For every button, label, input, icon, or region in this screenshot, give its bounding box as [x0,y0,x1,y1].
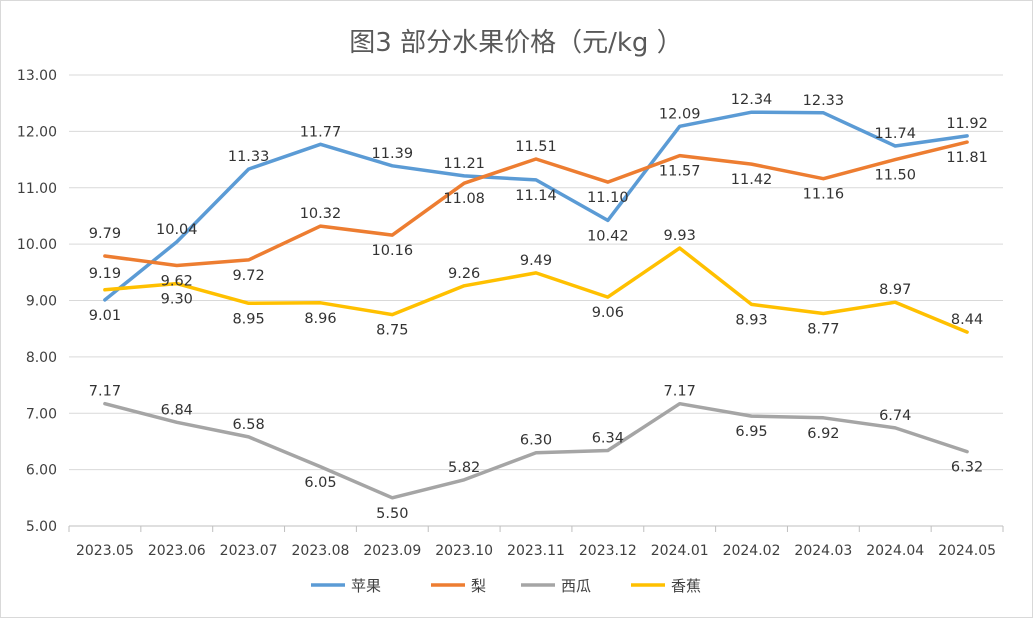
series-line [103,140,969,268]
data-label: 11.08 [443,191,485,207]
x-tick-label: 2023.09 [363,543,421,559]
data-label: 9.01 [89,308,121,324]
gridlines [69,74,1003,471]
data-label: 6.92 [807,426,839,442]
data-label: 10.04 [156,222,198,238]
x-tick-label: 2024.01 [651,543,709,559]
data-labels: 9.01 10.04 11.33 11.77 11.39 11.21 11.14 10.42 1… [89,92,988,522]
y-tick-label: 7.00 [26,406,57,422]
data-label: 11.10 [587,190,629,206]
data-label: 6.74 [879,408,911,424]
data-label: 6.32 [951,460,983,476]
data-label: 11.50 [874,168,916,184]
x-tick-label: 2023.11 [507,543,565,559]
x-tick-label: 2024.03 [794,543,852,559]
data-label: 9.19 [89,266,121,282]
legend-item: 香蕉 [631,577,701,595]
data-label: 9.62 [161,274,193,290]
series-lines [103,110,969,500]
data-label: 11.42 [731,172,773,188]
data-label: 11.74 [874,126,916,142]
data-label: 11.21 [443,156,485,172]
data-label: 8.75 [376,323,408,339]
data-label: 11.33 [228,149,270,165]
data-label: 9.26 [448,266,480,282]
y-tick-label: 10.00 [17,237,57,253]
legend: 苹果 梨 西瓜 香蕉 [311,577,701,595]
x-tick-label: 2024.02 [723,543,781,559]
data-label: 6.95 [735,424,767,440]
data-label: 5.50 [376,506,408,522]
legend-item: 苹果 [311,577,381,595]
data-label: 11.14 [515,188,557,204]
y-tick-label: 12.00 [17,124,57,140]
legend-label: 西瓜 [561,577,591,595]
data-label: 8.44 [951,312,983,328]
data-label: 9.30 [161,292,193,308]
y-tick-label: 6.00 [26,463,57,479]
y-axis: 5.00 6.00 7.00 8.00 9.00 10.00 11.00 12.00 13.00 [17,68,57,535]
data-label: 6.58 [232,417,264,433]
legend-item: 梨 [431,577,486,595]
y-tick-label: 9.00 [26,294,57,310]
data-label: 9.06 [592,305,624,321]
series-line [103,246,969,334]
series-line [103,401,969,500]
data-label: 8.96 [304,311,336,327]
y-tick-label: 13.00 [17,68,57,84]
data-label: 7.17 [89,384,121,400]
data-label: 8.93 [735,312,767,328]
data-label: 7.17 [664,384,696,400]
data-label: 8.97 [879,282,911,298]
data-label: 11.81 [946,150,988,166]
legend-item: 西瓜 [521,577,591,595]
y-tick-label: 8.00 [26,350,57,366]
data-label: 9.79 [89,226,121,242]
data-label: 9.93 [664,228,696,244]
legend-label: 香蕉 [671,577,701,595]
y-tick-label: 5.00 [26,519,57,535]
x-tick-label: 2023.07 [220,543,278,559]
data-label: 6.05 [304,475,336,491]
legend-label: 苹果 [351,577,381,595]
y-tick-label: 11.00 [17,181,57,197]
data-label: 6.30 [520,433,552,449]
x-tick-label: 2024.05 [938,543,996,559]
legend-label: 梨 [471,577,486,595]
data-label: 8.95 [232,311,264,327]
data-label: 11.16 [803,187,845,203]
x-tick-label: 2023.10 [435,543,493,559]
data-label: 12.33 [803,93,845,109]
data-label: 11.57 [659,164,701,180]
x-tick-label: 2024.04 [866,543,924,559]
data-label: 9.49 [520,253,552,269]
data-label: 12.09 [659,106,701,122]
chart-title: 图3 部分水果价格（元/kg ） [349,28,682,58]
data-label: 5.82 [448,460,480,476]
data-label: 10.16 [372,243,414,259]
data-label: 6.84 [161,402,193,418]
data-label: 11.51 [515,139,557,155]
data-label: 10.42 [587,228,629,244]
data-label: 11.77 [300,124,342,140]
data-label: 11.39 [372,146,414,162]
data-label: 12.34 [731,92,773,108]
series-line [103,110,969,302]
x-tick-label: 2023.12 [579,543,637,559]
data-label: 6.34 [592,430,624,446]
x-tick-label: 2023.08 [292,543,350,559]
x-tick-label: 2023.05 [76,543,134,559]
data-label: 10.32 [300,206,342,222]
x-tick-label: 2023.06 [148,543,206,559]
data-label: 8.77 [807,321,839,337]
data-label: 9.72 [232,268,264,284]
x-axis: 2023.05 2023.06 2023.07 2023.08 2023.09 2023.… [68,525,1004,559]
data-label: 11.92 [946,116,988,132]
